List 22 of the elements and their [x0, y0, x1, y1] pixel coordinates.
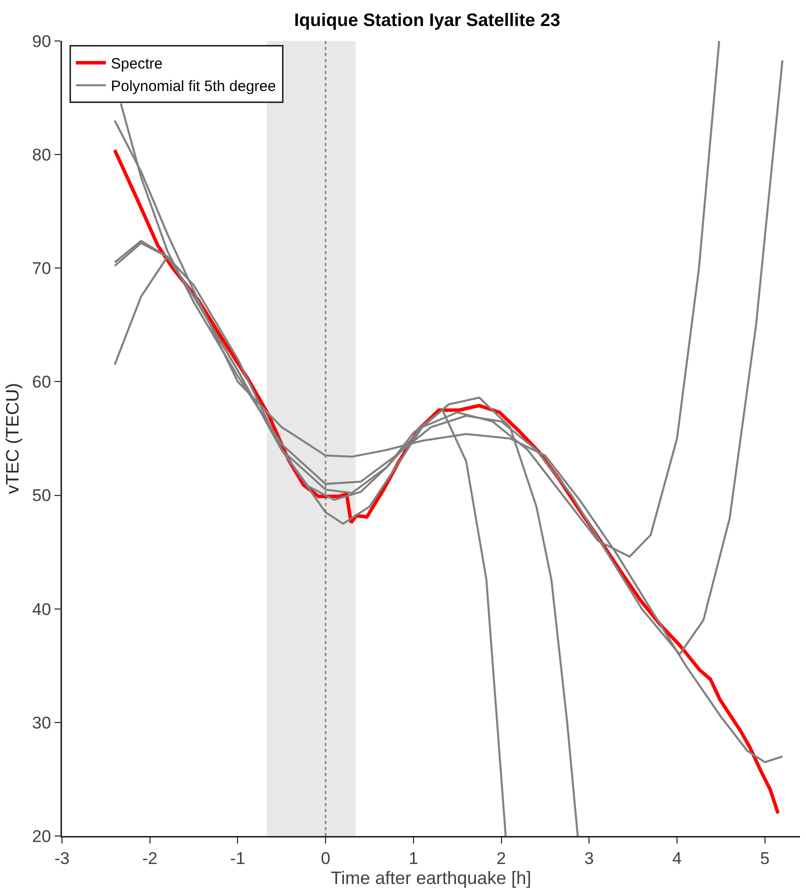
- legend-label: Polynomial fit 5th degree: [110, 78, 276, 96]
- x-tick-label: 0: [320, 848, 330, 868]
- y-axis-title: vTEC (TECU): [2, 383, 23, 494]
- x-tick-label: 4: [672, 848, 682, 868]
- x-tick-label: -1: [230, 848, 246, 868]
- x-tick-label: -3: [54, 848, 70, 868]
- y-tick-label: 80: [32, 146, 52, 165]
- y-tick-label: 90: [32, 32, 52, 51]
- y-tick-label: 70: [32, 259, 52, 278]
- y-tick-label: 40: [32, 600, 52, 619]
- x-axis-title: Time after earthquake [h]: [330, 868, 532, 888]
- y-tick-label: 30: [32, 713, 52, 732]
- x-tick-label: 3: [584, 848, 594, 868]
- y-tick-label: 50: [32, 486, 52, 506]
- legend-label: Spectre: [110, 56, 163, 73]
- x-tick-label: -2: [142, 848, 158, 868]
- chart-title: Iquique Station Iyar Satellite 23: [294, 10, 560, 30]
- y-tick-label: 20: [32, 826, 52, 846]
- x-tick-label: 5: [760, 848, 770, 868]
- x-tick-label: 1: [408, 848, 418, 868]
- x-tick-label: 2: [496, 848, 506, 868]
- y-tick-label: 60: [32, 372, 52, 392]
